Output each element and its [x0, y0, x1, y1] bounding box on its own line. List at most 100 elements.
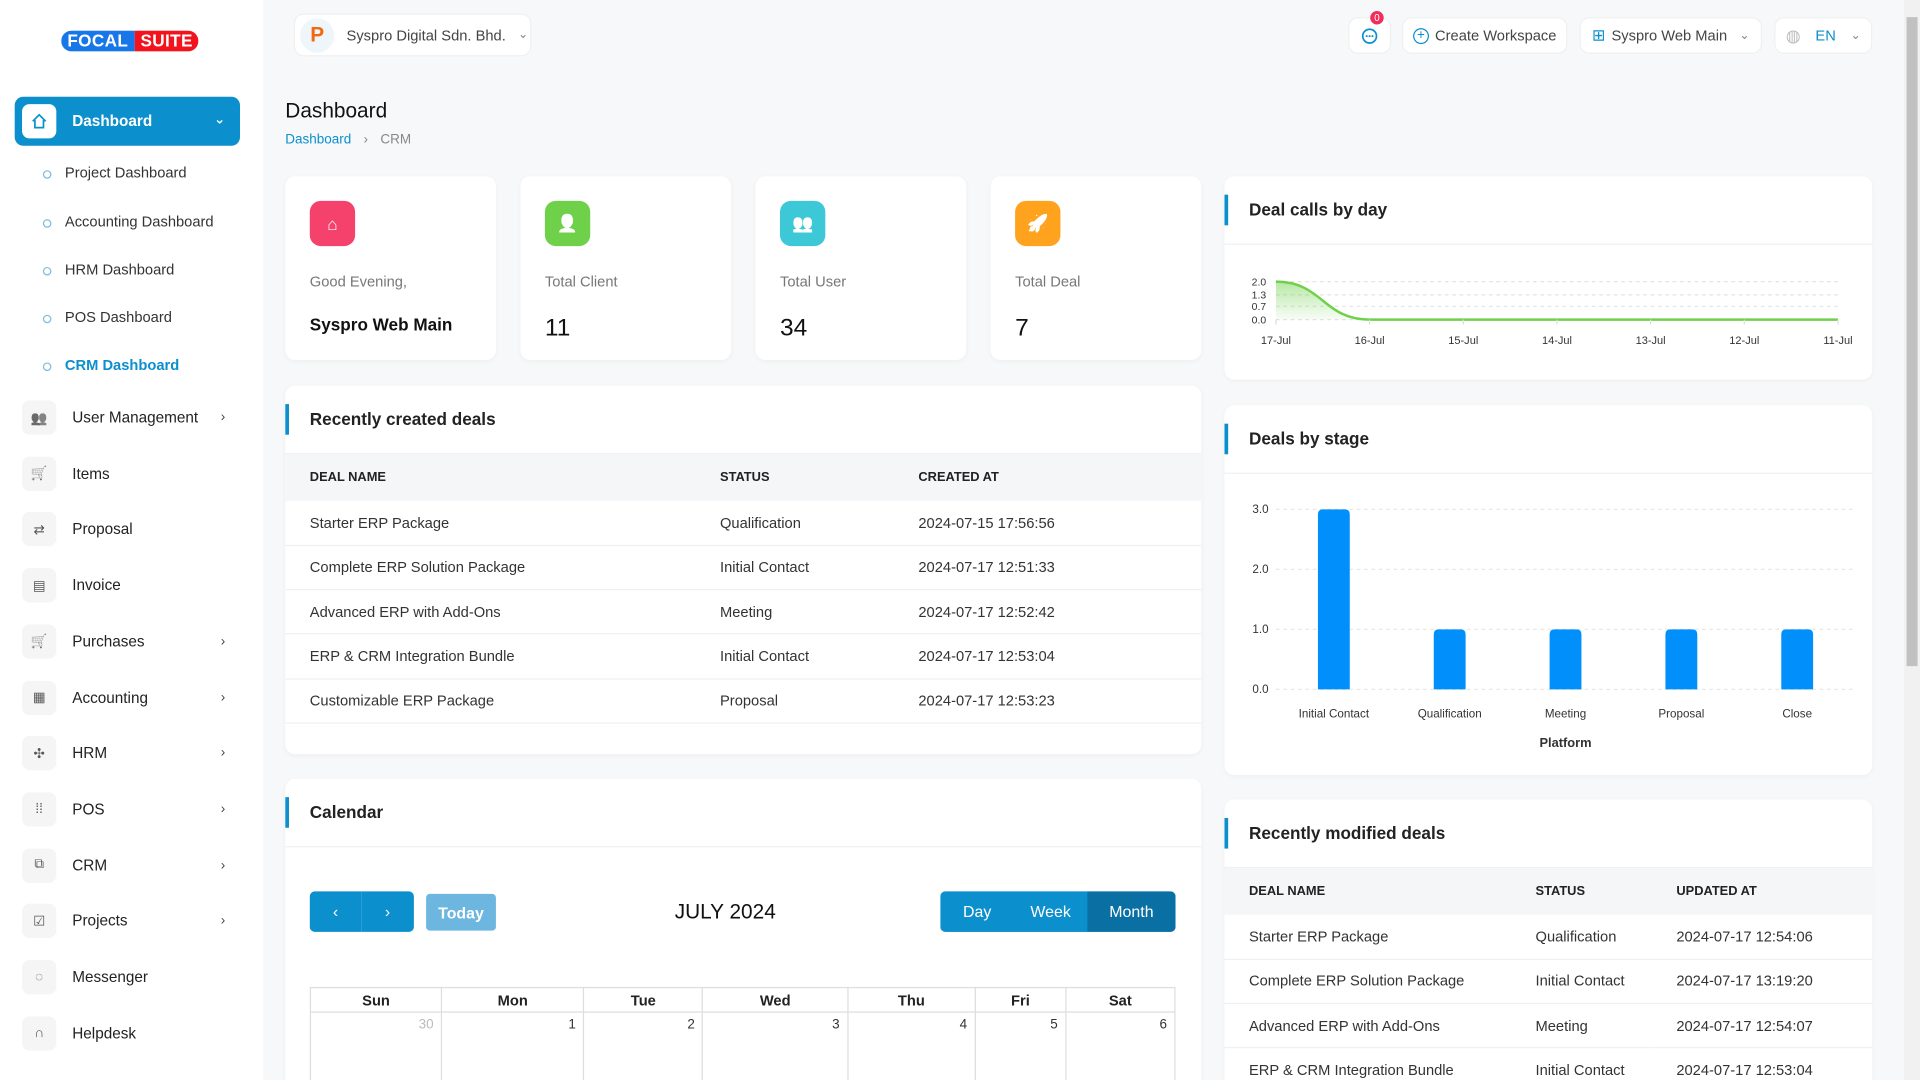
x-tick-label: Close	[1782, 708, 1812, 721]
today-button[interactable]: Today	[426, 893, 496, 931]
x-tick-label: 17-Jul	[1261, 335, 1291, 347]
sidebar-subitem[interactable]: CRM Dashboard	[42, 356, 180, 374]
sidebar-item-user-management[interactable]: 👥 User Management ›	[22, 399, 242, 436]
x-tick-label: 15-Jul	[1448, 335, 1478, 347]
y-tick-label: 0.0	[1252, 315, 1267, 326]
bar[interactable]	[1317, 509, 1350, 690]
stat-card: 👤 Total Client 11	[520, 176, 732, 361]
sidebar-item-invoice[interactable]: ▤ Invoice	[22, 567, 242, 604]
sidebar-item-label: Items	[72, 464, 110, 483]
headset-icon: ∩	[22, 1015, 57, 1051]
column-header: STATUS	[1511, 868, 1652, 915]
area-fill	[1275, 281, 1838, 320]
users-icon: 👥	[22, 400, 57, 435]
sidebar-subitem[interactable]: HRM Dashboard	[42, 260, 175, 278]
sidebar-item-hrm[interactable]: ✣ HRM ›	[22, 735, 242, 772]
bar[interactable]	[1665, 629, 1698, 690]
chevron-right-icon: ›	[363, 132, 369, 147]
table-cell: Qualification	[695, 500, 894, 546]
calendar-day[interactable]: 6	[1065, 1011, 1176, 1080]
scrollbar-thumb[interactable]	[1906, 17, 1918, 667]
calendar-day[interactable]: 30	[309, 1011, 443, 1080]
sidebar-item-messenger[interactable]: ◌ Messenger	[22, 959, 242, 996]
calendar-day[interactable]: 5	[974, 1011, 1067, 1080]
dots-grid-icon: ⁞⁞	[22, 792, 57, 827]
crm-icon: ⧉	[22, 848, 57, 883]
sidebar-item-helpdesk[interactable]: ∩ Helpdesk	[22, 1015, 242, 1052]
chat-icon: ◌	[22, 960, 57, 995]
table-row[interactable]: Advanced ERP with Add-Ons Meeting 2024-07-…	[285, 589, 1202, 635]
rocket-icon: 🚀	[1015, 200, 1061, 247]
calendar-day[interactable]: 2	[583, 1011, 704, 1080]
table-cell: 2024-07-17 12:54:07	[1651, 1003, 1873, 1049]
deal-calls-chart: 2.0 1.30.7 0.0 17-Jul 16-Jul 15-Jul 14-Jul 13-J…	[1252, 277, 1853, 347]
bar[interactable]	[1781, 629, 1814, 690]
sidebar-subitem[interactable]: Accounting Dashboard	[42, 213, 214, 231]
user-icon: 👤	[544, 200, 591, 247]
sidebar-item-purchases[interactable]: 🛒 Purchases ›	[22, 623, 242, 660]
next-month-button[interactable]: ›	[361, 891, 414, 932]
language-value: EN	[1815, 26, 1836, 45]
chevron-down-icon: ⌄	[1850, 28, 1861, 43]
view-day-button[interactable]: Day	[940, 891, 1014, 932]
scrollbar[interactable]	[1904, 0, 1920, 1080]
table-cell: 2024-07-17 12:53:23	[893, 678, 1202, 724]
table-row[interactable]: ERP & CRM Integration Bundle Initial Cont…	[285, 634, 1202, 680]
table-row[interactable]: Customizable ERP Package Proposal 2024-07-…	[285, 678, 1202, 724]
calendar-month-title: JULY 2024	[674, 900, 776, 924]
table-row[interactable]: Starter ERP Package Qualification 2024-07-…	[1224, 914, 1873, 960]
table-cell: 2024-07-17 13:19:20	[1651, 959, 1873, 1005]
table-row[interactable]: Complete ERP Solution Package Initial Con…	[285, 545, 1202, 591]
sidebar-item-projects[interactable]: ☑ Projects ›	[22, 903, 242, 940]
table-cell: Qualification	[1511, 914, 1652, 960]
sidebar-item-proposal[interactable]: ⇄ Proposal	[22, 511, 242, 548]
table-cell: 2024-07-15 17:56:56	[893, 500, 1202, 546]
view-month-button[interactable]: Month	[1087, 891, 1176, 932]
stat-value: Syspro Web Main	[309, 314, 453, 335]
globe-icon: ◍	[1785, 25, 1801, 45]
apps-icon: ⊞	[1591, 25, 1606, 45]
sidebar-item-pos[interactable]: ⁞⁞ POS ›	[22, 791, 242, 828]
table-row[interactable]: Complete ERP Solution Package Initial Con…	[1224, 959, 1873, 1005]
workspace-select[interactable]: ⊞ Syspro Web Main ⌄	[1579, 17, 1763, 54]
card-title: Deals by stage	[1224, 405, 1873, 474]
y-tick-label: 2.0	[1252, 563, 1269, 576]
table-cell: ERP & CRM Integration Bundle	[1224, 1048, 1512, 1080]
bar[interactable]	[1549, 629, 1582, 690]
logo-text: FOCAL	[61, 30, 135, 52]
table-row[interactable]: ERP & CRM Integration Bundle Initial Cont…	[1224, 1048, 1873, 1080]
create-workspace-button[interactable]: + Create Workspace	[1402, 17, 1568, 54]
create-workspace-label: Create Workspace	[1435, 26, 1557, 45]
breadcrumb-dashboard[interactable]: Dashboard	[285, 132, 352, 147]
y-tick-label: 0.0	[1252, 683, 1269, 696]
chevron-left-icon: ‹	[332, 902, 339, 921]
sidebar-item-crm[interactable]: ⧉ CRM ›	[22, 847, 242, 884]
table-cell: Starter ERP Package	[1224, 914, 1512, 960]
sidebar-subitem[interactable]: POS Dashboard	[42, 308, 172, 326]
table-cell: Initial Contact	[1511, 959, 1652, 1005]
stat-value: 7	[1015, 314, 1029, 342]
recent-deals-table: DEAL NAME STATUS CREATED AT Starter ERP Pac…	[285, 454, 1202, 724]
company-select[interactable]: P Syspro Digital Sdn. Bhd. ⌄	[293, 13, 532, 57]
sidebar-subitem[interactable]: Project Dashboard	[42, 164, 187, 182]
x-tick-label: Proposal	[1658, 708, 1704, 721]
table-row[interactable]: Advanced ERP with Add-Ons Meeting 2024-07-…	[1224, 1003, 1873, 1049]
calendar-day[interactable]: 1	[441, 1011, 585, 1080]
sidebar-item-accounting[interactable]: ▦ Accounting ›	[22, 679, 242, 716]
stat-value: 34	[780, 314, 808, 342]
calendar-day[interactable]: 4	[847, 1011, 976, 1080]
table-cell: Initial Contact	[1511, 1048, 1652, 1080]
stat-card: 👥 Total User 34	[755, 176, 967, 361]
page-title: Dashboard	[285, 99, 388, 123]
sidebar-item-items[interactable]: 🛒 Items	[22, 455, 242, 492]
table-row[interactable]: Starter ERP Package Qualification 2024-07-…	[285, 500, 1202, 546]
messages-button[interactable]: 0	[1348, 11, 1392, 54]
bar[interactable]	[1433, 629, 1466, 690]
view-week-button[interactable]: Week	[1013, 891, 1088, 932]
calendar-day[interactable]: 3	[702, 1011, 849, 1080]
language-select[interactable]: ◍ EN ⌄	[1774, 17, 1873, 54]
table-cell: Complete ERP Solution Package	[285, 545, 696, 591]
prev-month-button[interactable]: ‹	[309, 891, 362, 932]
logo[interactable]: FOCAL SUITE	[61, 30, 199, 52]
sidebar-item-dashboard[interactable]: Dashboard ⌄	[14, 96, 241, 146]
